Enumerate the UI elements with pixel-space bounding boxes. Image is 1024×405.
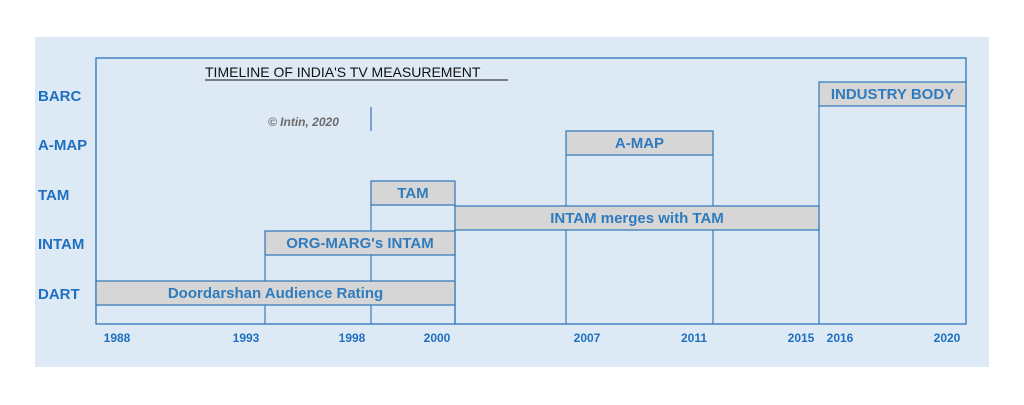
year-ticks: 1988 1993 1998 2000 2007 2011 2015 2016 2020 — [104, 331, 961, 345]
bar-a-map — [565, 130, 714, 156]
copyright-note: © Intin, 2020 — [268, 115, 339, 129]
bar-org-marg-s-intam — [264, 230, 456, 256]
row-label-a-map: A-MAP — [38, 137, 87, 154]
plot-frame — [95, 57, 967, 325]
tick-label-1998: 1998 — [339, 331, 366, 345]
row-label-tam: TAM — [38, 187, 69, 204]
bar-industry-body — [818, 81, 967, 107]
bar-label-industry-body: INDUSTRY BODY — [831, 86, 954, 103]
bar-intam-merges-with-tam — [454, 205, 820, 231]
tick-label-1993: 1993 — [233, 331, 260, 345]
bar-label-tam: TAM — [397, 185, 428, 202]
tick-label-2011: 2011 — [681, 331, 707, 345]
tick-label-2015: 2015 — [788, 331, 815, 345]
bar-tam — [370, 180, 456, 206]
bar-doordarshan-audience-rating — [95, 280, 456, 306]
row-label-intam: INTAM — [38, 236, 84, 253]
timeline-bars: Doordarshan Audience Rating ORG-MARG's IN… — [95, 81, 967, 306]
tick-label-2007: 2007 — [574, 331, 601, 345]
tick-label-2020: 2020 — [934, 331, 961, 345]
chart-title: TIMELINE OF INDIA'S TV MEASUREMENT — [205, 64, 481, 80]
row-labels: DART INTAM TAM A-MAP BARC — [38, 88, 87, 303]
bar-label-doordarshan-audience-rating: Doordarshan Audience Rating — [168, 285, 383, 302]
tick-label-2000: 2000 — [424, 331, 451, 345]
tick-label-1988: 1988 — [104, 331, 131, 345]
tick-label-2016: 2016 — [827, 331, 854, 345]
row-label-dart: DART — [38, 286, 80, 303]
row-label-barc: BARC — [38, 88, 81, 105]
bar-label-a-map: A-MAP — [615, 135, 664, 152]
bar-label-org-marg-s-intam: ORG-MARG's INTAM — [286, 235, 433, 252]
bar-label-intam-merges-with-tam: INTAM merges with TAM — [550, 210, 724, 227]
